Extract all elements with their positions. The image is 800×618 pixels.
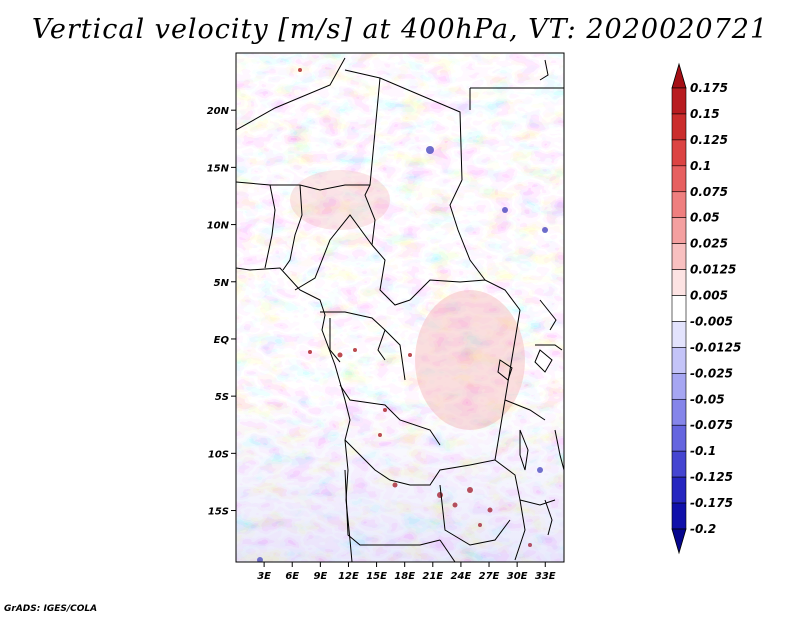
chart-title: Vertical velocity [m/s] at 400hPa, VT: 2… bbox=[31, 14, 769, 45]
country-borders bbox=[236, 57, 564, 562]
y-tick-label: 15S bbox=[208, 507, 229, 518]
x-tick-label: 18E bbox=[394, 571, 415, 582]
colorbar-label: -0.2 bbox=[690, 522, 716, 536]
colorbar-swatch bbox=[671, 502, 687, 530]
colorbar: 0.175 0.15 0.125 0.1 0.075 0.05 0.025 0.0125 0.0… bbox=[671, 62, 741, 555]
colorbar-swatch bbox=[671, 321, 687, 348]
colorbar-label: -0.05 bbox=[690, 392, 725, 406]
colorbar-swatch bbox=[671, 424, 687, 452]
colorbar-label: 0.025 bbox=[690, 237, 728, 251]
y-tick-label: 10N bbox=[207, 221, 230, 232]
colorbar-label: -0.175 bbox=[690, 496, 733, 510]
x-tick-label: 9E bbox=[313, 571, 327, 582]
colorbar-swatch bbox=[671, 139, 687, 167]
x-tick-label: 15E bbox=[366, 571, 387, 582]
colorbar-swatch bbox=[671, 217, 687, 244]
colorbar-label: -0.0125 bbox=[690, 340, 741, 354]
x-tick-label: 12E bbox=[338, 571, 359, 582]
colorbar-swatch bbox=[671, 165, 687, 193]
velocity-field bbox=[236, 53, 564, 562]
colorbar-label: -0.025 bbox=[690, 366, 733, 380]
y-tick-label: EQ bbox=[214, 335, 230, 346]
x-tick-label: 6E bbox=[285, 571, 299, 582]
x-tick-label: 27E bbox=[479, 571, 500, 582]
y-tick-label: 15N bbox=[207, 163, 230, 174]
colorbar-swatch bbox=[671, 191, 687, 219]
colorbar-swatch bbox=[671, 243, 687, 270]
colorbar-swatch bbox=[671, 269, 687, 296]
x-tick-label: 24E bbox=[451, 571, 472, 582]
colorbar-swatch bbox=[671, 398, 687, 426]
colorbar-swatch bbox=[671, 113, 687, 141]
x-tick-label: 33E bbox=[535, 571, 556, 582]
map-frame bbox=[235, 52, 565, 563]
colorbar-swatch bbox=[671, 476, 687, 504]
colorbar-label: -0.005 bbox=[690, 314, 733, 328]
credit-text: GrADS: IGES/COLA bbox=[4, 604, 98, 614]
colorbar-label: 0.125 bbox=[690, 133, 728, 147]
y-tick-label: 5N bbox=[214, 278, 230, 289]
colorbar-label: -0.075 bbox=[690, 418, 733, 432]
colorbar-label: 0.0125 bbox=[690, 263, 736, 277]
x-tick-label: 21E bbox=[422, 571, 443, 582]
y-axis: 20N 15N 10N 5N EQ 5S 10S 15S bbox=[207, 106, 236, 518]
colorbar-swatch bbox=[671, 295, 687, 322]
colorbar-label: 0.1 bbox=[690, 159, 711, 173]
colorbar-top-arrow bbox=[671, 62, 687, 89]
colorbar-label: 0.175 bbox=[690, 81, 728, 95]
colorbar-swatch bbox=[671, 347, 687, 374]
colorbar-label: 0.005 bbox=[690, 289, 728, 303]
colorbar-swatch bbox=[671, 450, 687, 478]
colorbar-bottom-arrow bbox=[671, 528, 687, 555]
colorbar-label: 0.075 bbox=[690, 185, 728, 199]
colorbar-label: 0.05 bbox=[690, 211, 720, 225]
y-tick-label: 5S bbox=[215, 392, 229, 403]
x-tick-label: 3E bbox=[257, 571, 271, 582]
colorbar-label: -0.125 bbox=[690, 470, 733, 484]
colorbar-label: 0.15 bbox=[690, 107, 720, 121]
colorbar-swatch bbox=[671, 373, 687, 400]
colorbar-swatch bbox=[671, 87, 687, 115]
y-tick-label: 10S bbox=[208, 449, 229, 460]
y-tick-label: 20N bbox=[207, 106, 230, 117]
x-axis: 3E 6E 9E 12E 15E 18E 21E 24E 27E 30E 33E bbox=[257, 562, 556, 582]
x-tick-label: 30E bbox=[507, 571, 528, 582]
colorbar-label: -0.1 bbox=[690, 444, 716, 458]
